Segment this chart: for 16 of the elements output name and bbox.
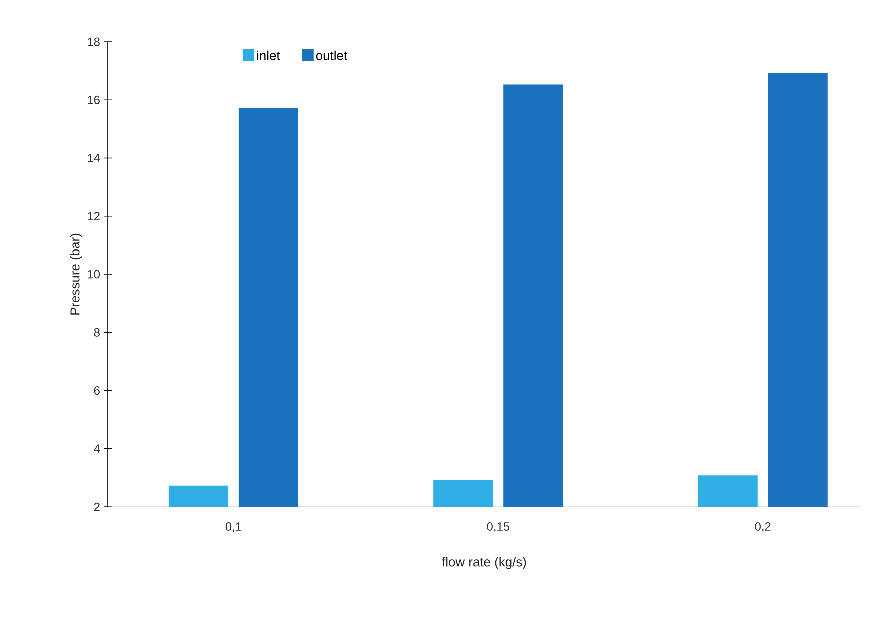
legend-label: inlet [257, 50, 280, 60]
y-tick-label: 2 [94, 502, 100, 512]
x-tick-label: 0,1 [226, 522, 242, 532]
y-tick-label: 6 [94, 386, 100, 395]
y-tick-label: 8 [94, 328, 100, 337]
x-axis-title: flow rate (kg/s) [442, 557, 526, 570]
x-tick-label: 0,15 [487, 522, 510, 532]
y-axis-title: Pressure (bar) [70, 234, 82, 315]
y-tick-label: 10 [88, 270, 100, 279]
y-tick-label: 12 [88, 212, 100, 221]
legend-label: outlet [316, 50, 348, 60]
y-tick-label: 14 [88, 154, 100, 162]
y-tick-label: 18 [88, 38, 100, 46]
x-tick-label: 0,2 [755, 522, 771, 532]
y-tick-label: 16 [88, 96, 100, 104]
y-tick-label: 4 [94, 444, 100, 453]
